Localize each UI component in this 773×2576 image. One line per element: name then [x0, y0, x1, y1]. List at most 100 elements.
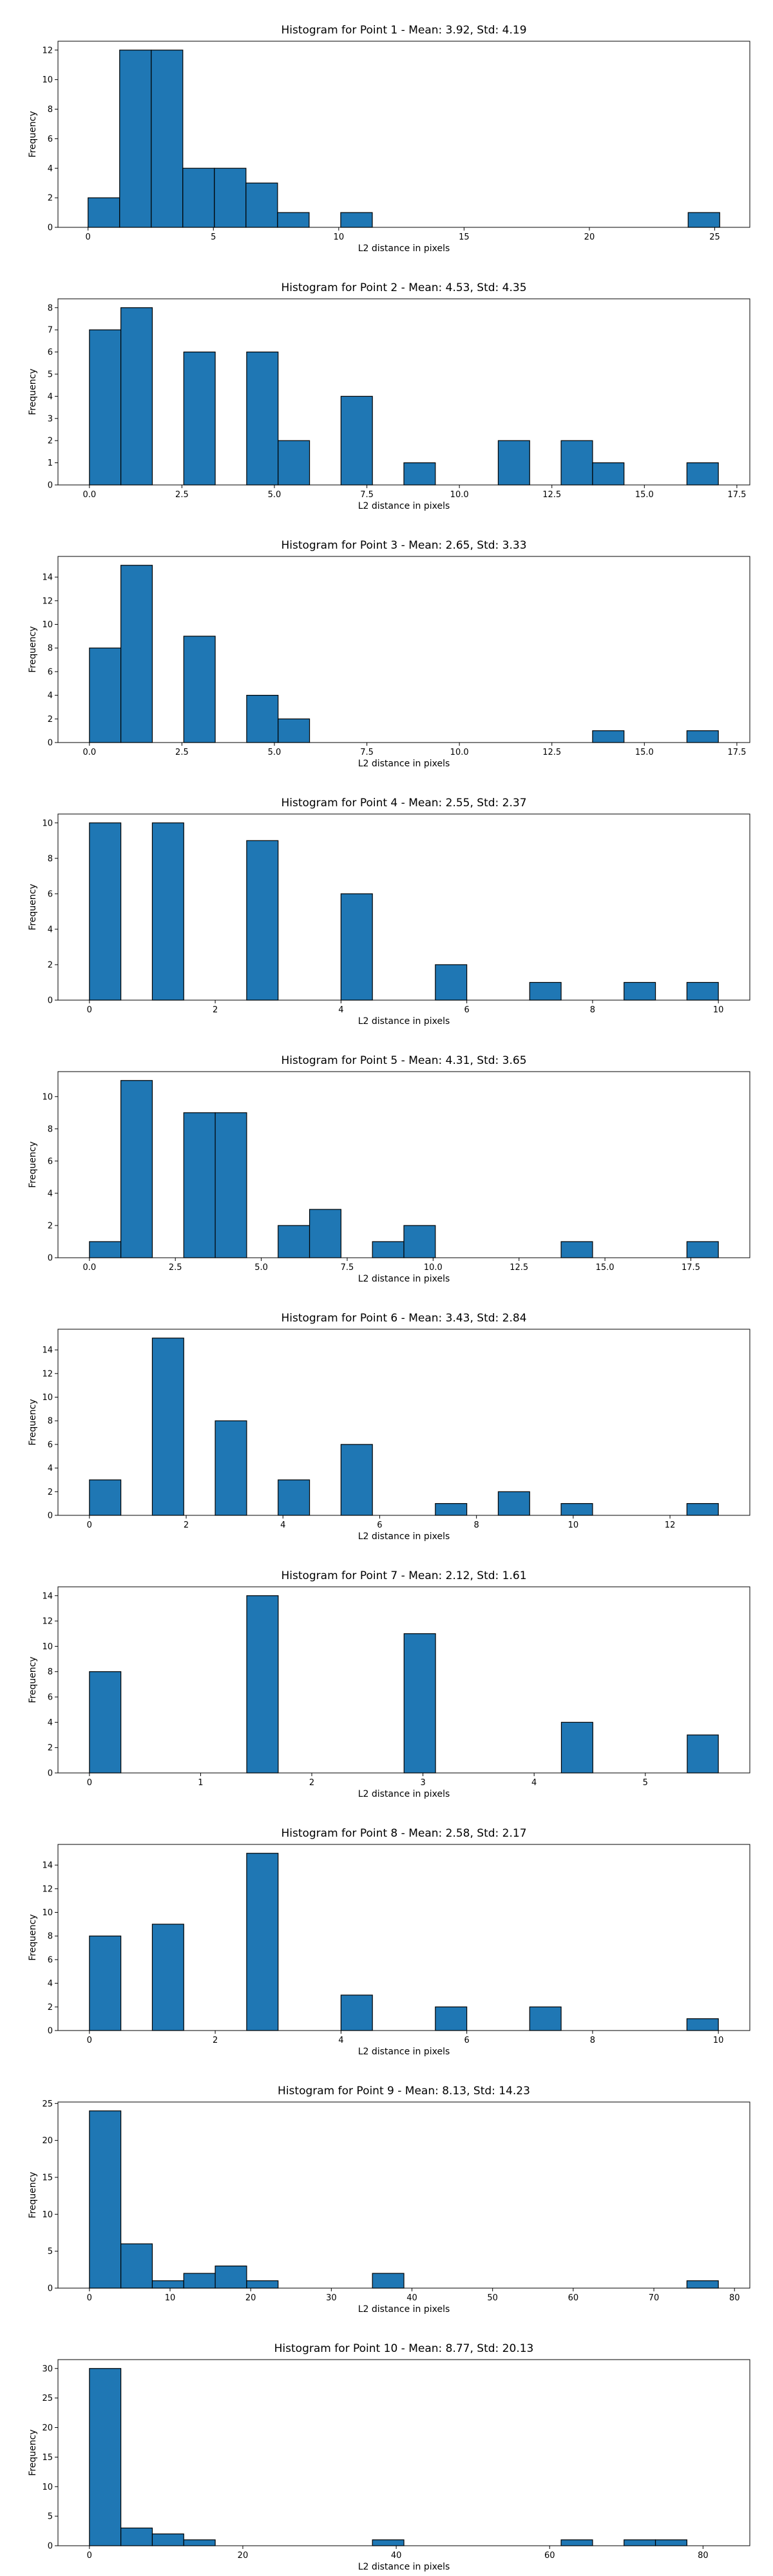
- x-tick-label: 20: [245, 2293, 256, 2303]
- y-tick-label: 0: [48, 223, 53, 233]
- x-tick-label: 70: [649, 2293, 660, 2303]
- y-tick-label: 0: [48, 1254, 53, 1264]
- x-axis-label: L2 distance in pixels: [358, 2562, 450, 2572]
- histogram-bar: [183, 2539, 216, 2546]
- x-tick-label: 0: [87, 2036, 92, 2045]
- y-tick-label: 4: [48, 1189, 53, 1198]
- histogram-bar: [372, 2539, 405, 2546]
- histogram-bar: [560, 1721, 593, 1774]
- y-tick-label: 12: [42, 46, 53, 55]
- histogram-bar: [151, 2280, 184, 2289]
- histogram-bar: [278, 1225, 310, 1258]
- histogram-bar: [560, 1241, 593, 1258]
- y-tick-label: 4: [48, 164, 53, 174]
- plot-frame: [57, 556, 750, 743]
- chart-title: Histogram for Point 6 - Mean: 3.43, Std:…: [281, 1312, 526, 1325]
- x-tick-label: 0: [87, 2551, 92, 2561]
- x-tick-label: 6: [464, 2036, 469, 2045]
- plot-frame: [57, 1071, 750, 1258]
- histogram-chart: Histogram for Point 10 - Mean: 8.77, Std…: [28, 2342, 750, 2572]
- histogram-bar: [403, 1225, 436, 1258]
- y-tick-label: 2: [48, 194, 53, 204]
- histogram-bar: [151, 1338, 184, 1516]
- x-tick-label: 0.0: [82, 490, 96, 500]
- histogram-bar: [686, 1503, 719, 1516]
- x-tick-label: 4: [338, 2036, 343, 2045]
- y-tick-label: 6: [48, 667, 53, 677]
- y-tick-label: 6: [48, 348, 53, 357]
- chart-title: Histogram for Point 2 - Mean: 4.53, Std:…: [281, 281, 526, 294]
- x-tick-label: 40: [406, 2293, 417, 2303]
- histogram-bar: [278, 1479, 310, 1516]
- histogram-panel-10: Histogram for Point 10 - Mean: 8.77, Std…: [0, 2318, 773, 2573]
- histogram-bar: [686, 1241, 719, 1258]
- y-tick-label: 10: [42, 1393, 53, 1403]
- histogram-bar: [119, 50, 152, 228]
- x-tick-label: 7.5: [341, 1263, 354, 1273]
- histogram-bar: [89, 1935, 122, 2031]
- histogram-bar: [497, 1491, 530, 1516]
- x-tick-label: 25: [709, 232, 720, 242]
- histogram-bar: [214, 167, 247, 228]
- histogram-chart: Histogram for Point 7 - Mean: 2.12, Std:…: [28, 1569, 750, 1799]
- y-tick-label: 8: [48, 644, 53, 654]
- x-tick-label: 4: [280, 1520, 285, 1530]
- histogram-panel-1: Histogram for Point 1 - Mean: 3.92, Std:…: [0, 0, 773, 255]
- x-tick-label: 80: [729, 2293, 740, 2303]
- histogram-panel-4: Histogram for Point 4 - Mean: 2.55, Std:…: [0, 773, 773, 1028]
- y-tick-label: 0: [48, 2542, 53, 2552]
- x-tick-label: 0: [87, 1005, 92, 1015]
- histogram-bar: [435, 1503, 468, 1516]
- histogram-chart: Histogram for Point 2 - Mean: 4.53, Std:…: [28, 281, 750, 511]
- y-tick-label: 10: [42, 1908, 53, 1918]
- y-tick-label: 8: [48, 1932, 53, 1942]
- x-tick-label: 7.5: [360, 748, 374, 757]
- histogram-bar: [686, 981, 719, 1001]
- histogram-bar: [151, 2533, 184, 2546]
- histogram-bar: [183, 2273, 216, 2289]
- histogram-panel-8: Histogram for Point 8 - Mean: 2.58, Std:…: [0, 1803, 773, 2058]
- y-tick-label: 7: [48, 326, 53, 336]
- x-tick-label: 2.5: [175, 748, 189, 757]
- y-tick-label: 4: [48, 1464, 53, 1473]
- histogram-bar: [120, 307, 153, 486]
- y-tick-label: 2: [48, 715, 53, 724]
- y-tick-label: 10: [42, 2210, 53, 2220]
- x-tick-label: 10: [165, 2293, 176, 2303]
- x-tick-label: 0: [87, 1520, 92, 1530]
- x-tick-label: 4: [338, 1005, 343, 1015]
- x-tick-label: 8: [474, 1520, 479, 1530]
- histogram-bar: [89, 2110, 122, 2289]
- y-tick-label: 10: [42, 75, 53, 85]
- histogram-bar: [372, 1241, 405, 1258]
- y-tick-label: 8: [48, 1124, 53, 1134]
- y-tick-label: 3: [48, 414, 53, 424]
- y-axis-label: Frequency: [28, 1914, 38, 1960]
- y-axis-label: Frequency: [28, 626, 38, 672]
- histogram-bar: [246, 840, 279, 1001]
- histogram-bar: [182, 167, 215, 228]
- histogram-bar: [183, 1112, 216, 1258]
- x-tick-label: 0: [87, 1778, 92, 1788]
- plot-frame: [57, 298, 750, 486]
- x-tick-label: 7.5: [360, 490, 374, 500]
- x-tick-label: 15: [459, 232, 470, 242]
- y-tick-label: 30: [42, 2364, 53, 2374]
- y-tick-label: 8: [48, 1667, 53, 1677]
- y-tick-label: 0: [48, 1511, 53, 1521]
- histogram-bar: [654, 2539, 687, 2546]
- x-tick-label: 15.0: [596, 1263, 615, 1273]
- y-tick-label: 14: [42, 1591, 53, 1601]
- y-tick-label: 0: [48, 2027, 53, 2036]
- histogram-bar: [88, 197, 120, 228]
- histogram-bar: [246, 1595, 279, 1774]
- y-tick-label: 12: [42, 596, 53, 606]
- y-tick-label: 12: [42, 1369, 53, 1379]
- x-tick-label: 12.5: [542, 748, 561, 757]
- y-tick-label: 15: [42, 2173, 53, 2183]
- bars: [89, 2368, 687, 2546]
- histogram-bar: [340, 1994, 373, 2031]
- x-tick-label: 2: [184, 1520, 189, 1530]
- histogram-bar: [245, 182, 278, 228]
- plot-frame: [57, 1329, 750, 1516]
